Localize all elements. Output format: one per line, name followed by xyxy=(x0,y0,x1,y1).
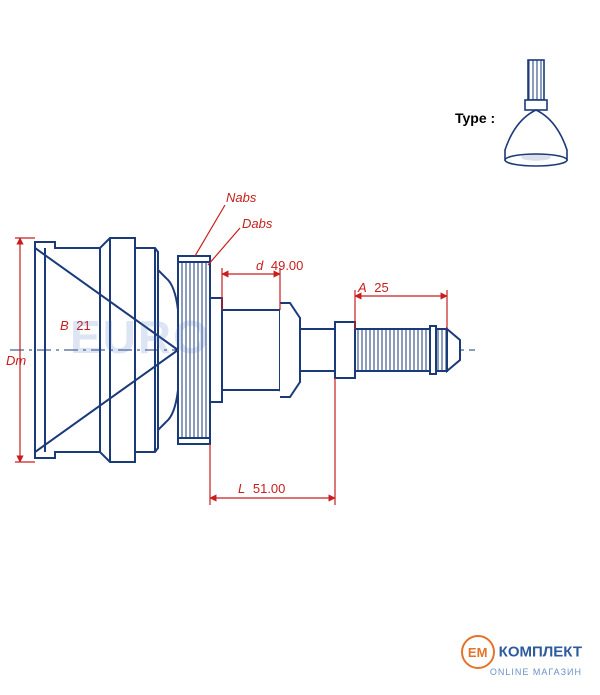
svg-text:d 49.00: d 49.00 xyxy=(256,258,303,273)
logo-circle: ЕМ xyxy=(461,635,495,669)
cv-joint-diagram: Dm B 21 Nabs Dabs d 49.00 A 25 L 51.00 xyxy=(0,0,600,695)
dim-d-label: d xyxy=(256,258,264,273)
svg-text:A 25: A 25 xyxy=(357,280,389,295)
svg-text:L 51.00: L 51.00 xyxy=(238,481,285,496)
dim-nabs-label: Nabs xyxy=(226,190,257,205)
logo-main: КОМПЛЕКТ xyxy=(499,644,582,661)
dim-d-value: 49.00 xyxy=(271,258,304,273)
type-label: Type : xyxy=(455,110,495,126)
abs-ring xyxy=(178,256,210,444)
type-thumbnail xyxy=(505,60,567,166)
dim-l-label: L xyxy=(238,481,245,496)
brand-logo: ЕМКОМПЛЕКТ ONLINE МАГАЗИН xyxy=(461,635,582,677)
dim-a-label: A xyxy=(357,280,367,295)
dim-dm-label: Dm xyxy=(6,353,26,368)
svg-text:B 21: B 21 xyxy=(60,318,91,333)
dim-b-value: 21 xyxy=(76,318,90,333)
dim-b-label: B xyxy=(60,318,69,333)
shaft xyxy=(222,310,460,390)
dim-a-value: 25 xyxy=(374,280,388,295)
dim-l-value: 51.00 xyxy=(253,481,286,496)
dim-dabs-label: Dabs xyxy=(242,216,273,231)
